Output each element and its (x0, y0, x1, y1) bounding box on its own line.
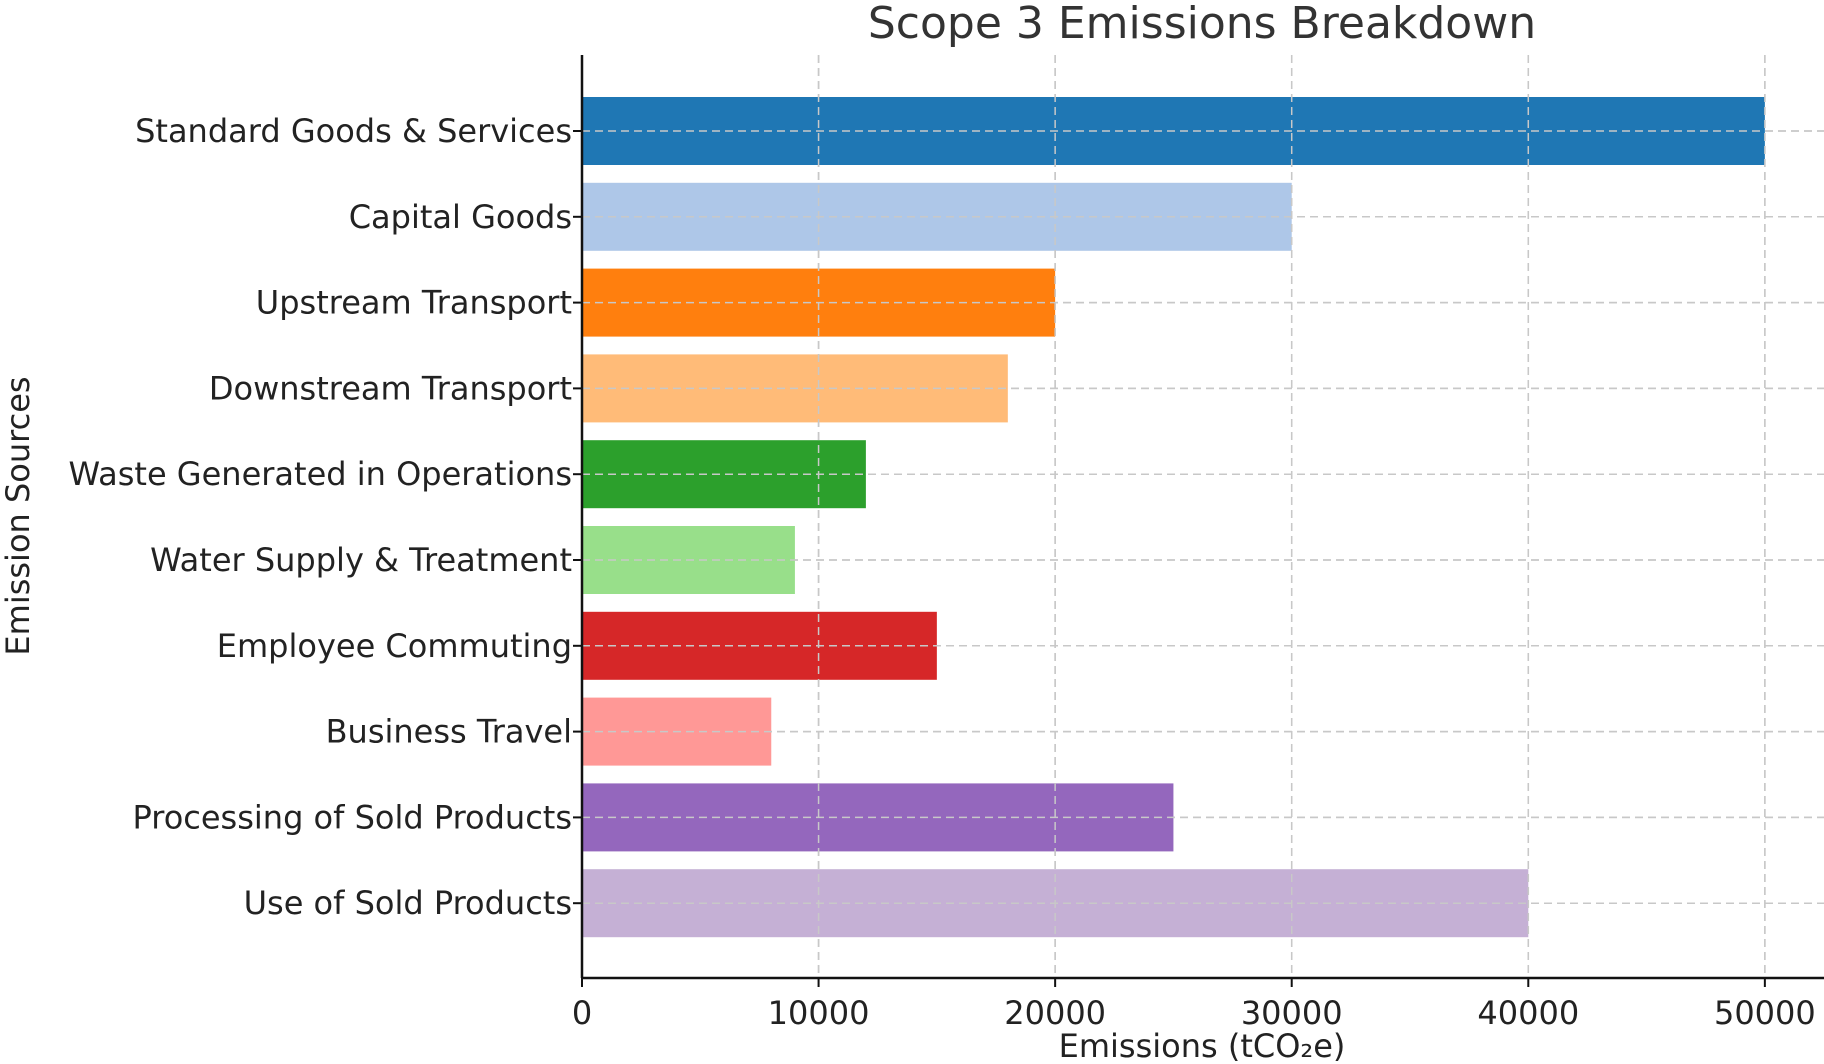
y-axis-label: Emission Sources (0, 376, 37, 655)
x-axis-label: Emissions (tCO₂e) (1059, 1027, 1346, 1064)
chart-title: Scope 3 Emissions Breakdown (868, 0, 1536, 49)
bar-layer (582, 55, 1824, 978)
axis-layer (580, 55, 1824, 980)
y-tick-label-0: Standard Goods & Services (135, 112, 572, 150)
y-tick-label-6: Employee Commuting (217, 627, 572, 665)
y-tick-label-9: Use of Sold Products (244, 884, 572, 922)
y-tick-label-2: Upstream Transport (256, 284, 572, 322)
x-tick-label-2: 20000 (1004, 994, 1106, 1032)
x-tick-label-1: 10000 (768, 994, 870, 1032)
y-tick-label-1: Capital Goods (349, 198, 572, 236)
x-tick-label-4: 40000 (1477, 994, 1579, 1032)
x-tick-label-3: 30000 (1241, 994, 1343, 1032)
bar-9 (582, 783, 1174, 852)
y-tick-label-5: Water Supply & Treatment (150, 541, 572, 579)
y-tick-label-3: Downstream Transport (209, 369, 572, 407)
x-tick-label-0: 0 (572, 994, 592, 1032)
y-tick-label-7: Business Travel (326, 713, 572, 751)
y-tick-label-4: Waste Generated in Operations (69, 455, 572, 493)
x-tick-label-5: 50000 (1714, 994, 1816, 1032)
y-tick-label-8: Processing of Sold Products (133, 798, 573, 836)
tick-layer: 0 10000 20000 30000 40000 50000 Standard Goods… (69, 112, 1816, 1032)
